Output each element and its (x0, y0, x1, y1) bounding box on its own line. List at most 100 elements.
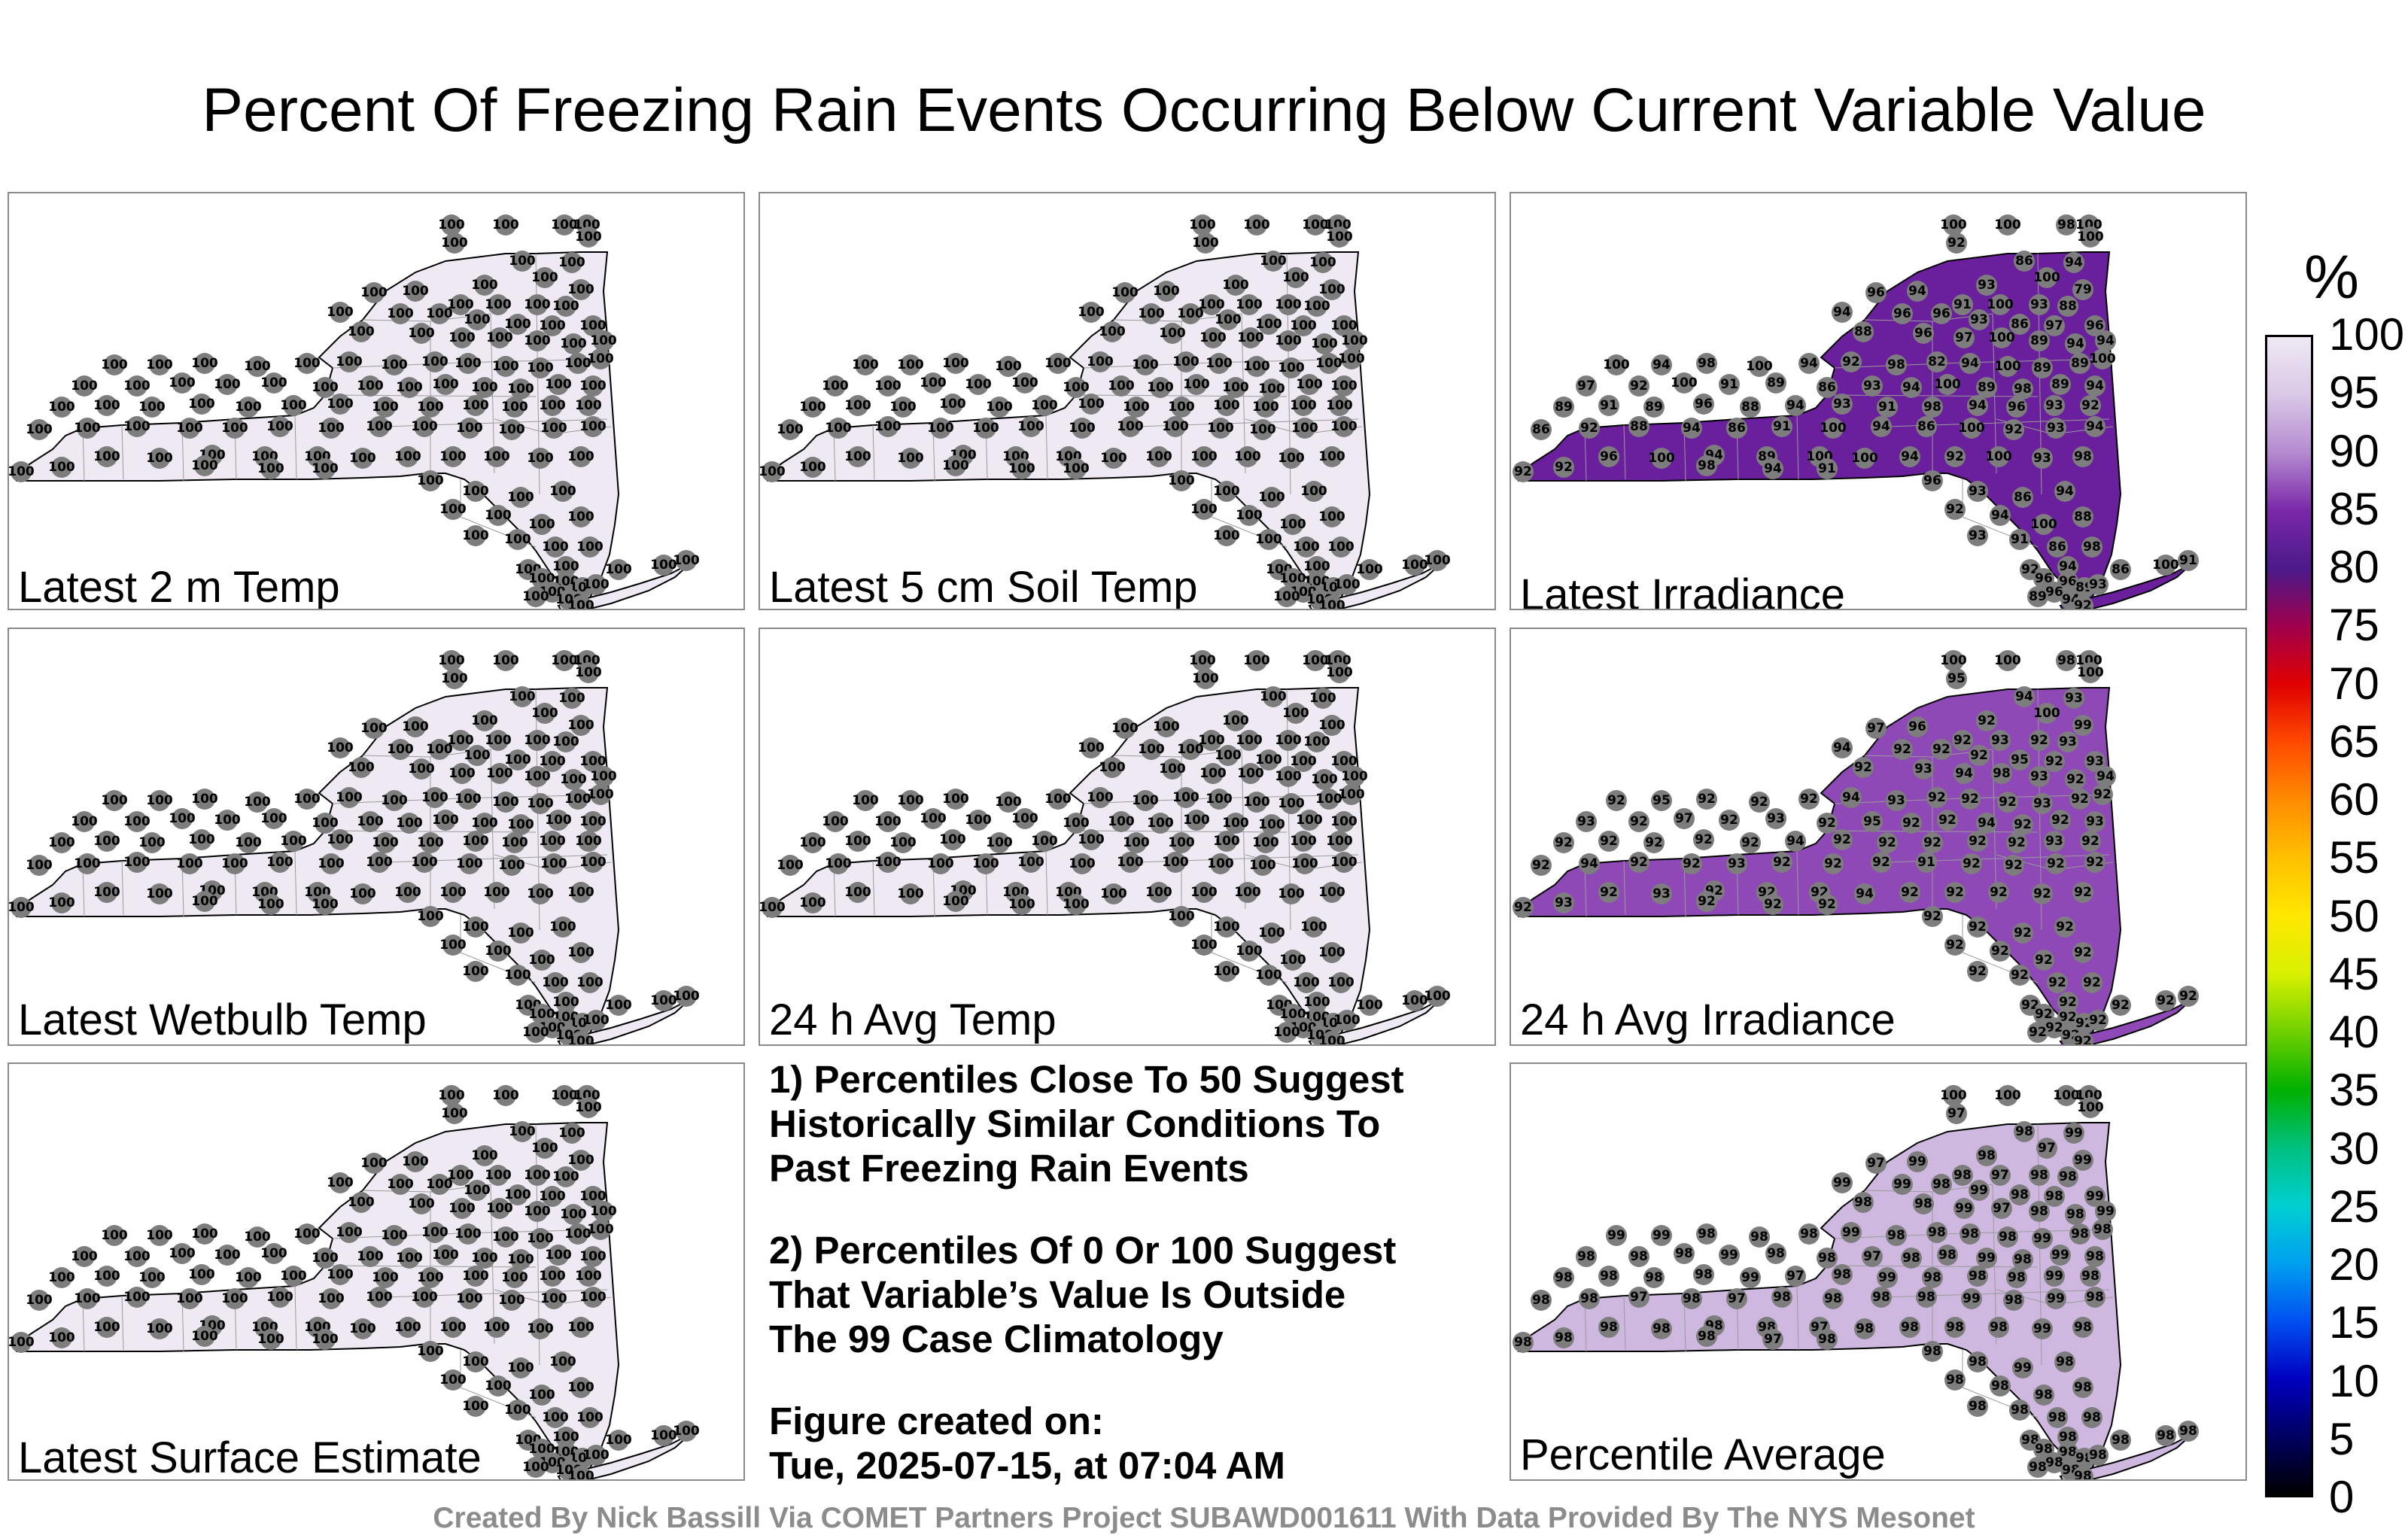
station-marker (1988, 1317, 2009, 1338)
station-value: 100 (504, 532, 531, 547)
station-value: 100 (524, 297, 551, 312)
station-marker (570, 1031, 591, 1044)
station-value: 100 (531, 706, 558, 721)
station-value: 100 (214, 813, 241, 828)
station-marker (1263, 686, 1284, 707)
station-marker (1239, 505, 1260, 526)
station-value: 100 (244, 1230, 271, 1245)
station-value: 100 (486, 1201, 513, 1216)
station-marker (315, 458, 336, 479)
station-value: 100 (1341, 333, 1368, 348)
station-value: 100 (579, 1189, 607, 1204)
station-value: 96 (2045, 585, 2063, 600)
station-value: 98 (1856, 1321, 1874, 1336)
station-marker (2036, 267, 2057, 288)
station-marker (531, 514, 552, 535)
station-marker (459, 418, 480, 439)
station-marker (582, 315, 604, 336)
station-marker (1034, 395, 1055, 416)
station-marker (315, 1329, 336, 1350)
station-marker (2047, 972, 2068, 993)
station-value: 100 (825, 856, 852, 871)
station-marker (1817, 458, 1838, 479)
station-marker (172, 1243, 193, 1264)
station-value: 93 (1991, 733, 2009, 748)
station-marker (1651, 1225, 1672, 1246)
station-value: 100 (191, 894, 218, 909)
station-value: 100 (605, 1433, 632, 1448)
station-value: 93 (2033, 796, 2051, 811)
station-value: 100 (293, 792, 321, 807)
station-marker (1261, 814, 1282, 835)
station-marker (1967, 831, 1988, 852)
station-value: 100 (527, 886, 554, 901)
station-value: 98 (1990, 1320, 2008, 1335)
station-marker (542, 1452, 563, 1473)
note-line: That Variable’s Value Is Outside (769, 1273, 1346, 1316)
station-marker (224, 1288, 245, 1309)
station-marker (1126, 397, 1147, 418)
station-value: 100 (312, 1251, 339, 1266)
station-value: 100 (1243, 359, 1270, 374)
station-marker (321, 418, 342, 439)
station-value: 100 (527, 1231, 554, 1246)
station-value: 95 (1652, 793, 1671, 808)
station-value: 100 (1108, 814, 1135, 829)
station-value: 92 (2014, 926, 2032, 941)
county-line (121, 860, 124, 916)
station-value: 92 (2056, 919, 2074, 935)
station-value: 100 (650, 993, 677, 1008)
station-marker (1321, 506, 1342, 527)
station-marker (1765, 808, 1786, 829)
station-value: 100 (1318, 509, 1345, 524)
station-marker (1239, 294, 1260, 315)
station-marker (352, 448, 373, 469)
station-marker (1321, 942, 1342, 963)
station-value: 100 (549, 484, 576, 499)
station-value: 100 (1069, 421, 1096, 436)
station-value: 92 (1630, 855, 1648, 870)
station-marker (1991, 327, 2012, 348)
station-marker (2178, 986, 2199, 1007)
station-marker (2029, 730, 2050, 751)
station-value: 92 (2074, 1034, 2092, 1046)
station-marker (1719, 374, 1740, 395)
station-marker (1899, 882, 1920, 903)
station-value: 100 (1275, 733, 1302, 748)
station-value: 96 (1932, 306, 1950, 321)
station-value: 100 (123, 1290, 150, 1305)
station-marker (1960, 1223, 1981, 1245)
station-value: 94 (1786, 834, 1804, 849)
station-value: 100 (1189, 217, 1216, 233)
station-marker (1740, 397, 1761, 418)
station-value: 100 (1099, 324, 1126, 339)
station-value: 100 (1190, 938, 1218, 953)
station-value: 100 (590, 333, 617, 348)
station-value: 100 (897, 357, 924, 372)
station-value: 100 (1168, 473, 1195, 488)
station-marker (1886, 354, 1907, 375)
station-value: 100 (1206, 792, 1233, 807)
station-marker (945, 891, 966, 912)
station-marker (1090, 351, 1111, 372)
station-marker (1293, 582, 1314, 603)
station-value: 100 (438, 1088, 465, 1103)
station-value: 100 (965, 377, 992, 392)
station-value: 100 (558, 1126, 585, 1141)
station-marker (2054, 481, 2075, 502)
station-value: 100 (552, 995, 579, 1010)
station-marker (2065, 769, 2086, 790)
station-value: 93 (2045, 834, 2063, 849)
station-marker (2072, 882, 2093, 903)
station-value: 100 (579, 1290, 607, 1305)
station-marker (1598, 395, 1619, 416)
station-value: 100 (539, 834, 566, 849)
station-value: 100 (1820, 421, 1847, 436)
station-value: 92 (2005, 858, 2023, 873)
panel-latest-wetbulb-temp: 100 100 100 100 100 100 100 100 100 100 100 100 100 1… (8, 628, 745, 1046)
station-marker (238, 832, 259, 853)
station-value: 100 (1260, 689, 1287, 704)
station-value: 100 (93, 398, 120, 413)
station-value: 100 (1330, 754, 1358, 769)
colorbar-tick-label: 60 (2329, 774, 2379, 825)
